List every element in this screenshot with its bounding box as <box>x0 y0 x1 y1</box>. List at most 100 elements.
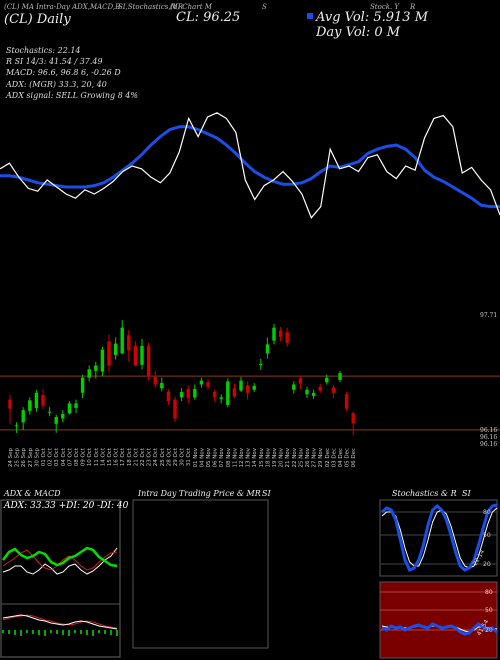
date-label: 30 Sep <box>34 448 40 468</box>
candle-body <box>199 380 204 385</box>
date-label: 06 Nov <box>213 447 219 467</box>
date-label: 05 Dec <box>345 448 351 467</box>
stoch-tick-label: 50 <box>483 532 491 539</box>
date-label: 21 Oct <box>133 447 139 466</box>
rsi-tick-label: 50 <box>485 607 493 614</box>
macd-text: MACD: 96.6, 96.8 6, -0.26 D <box>6 68 121 77</box>
macd-histogram-bar <box>56 630 58 634</box>
stoch-k-line <box>381 503 498 572</box>
candle-body <box>41 395 45 406</box>
macd-histogram-bar <box>38 630 40 635</box>
date-label: 02 Oct <box>48 447 54 466</box>
candle-body <box>278 330 283 337</box>
candle-body <box>173 399 177 419</box>
date-label: 03 Dec <box>331 448 337 467</box>
intraday-panel-title: Intra Day Trading Price & MR <box>138 489 261 498</box>
date-label: 26 Nov <box>305 447 311 467</box>
date-label: 14 Nov <box>252 447 258 467</box>
candle-body <box>61 413 65 419</box>
candle-body <box>34 392 39 408</box>
date-label: 25 Oct <box>160 447 166 466</box>
macd-histogram-bar <box>26 630 28 633</box>
date-label: 22 Oct <box>140 447 146 466</box>
date-label: 24 Oct <box>153 447 159 466</box>
date-label: 31 Oct <box>186 447 192 466</box>
date-label: 08 Oct <box>74 447 80 466</box>
date-label: 09 Oct <box>81 447 87 466</box>
date-label: 07 Nov <box>219 447 225 467</box>
stoch-d-line <box>381 507 498 569</box>
candle-body <box>206 382 210 387</box>
candle-body <box>298 378 303 384</box>
adx-text: ADX: (MGR) 33.3, 20, 40 <box>6 80 107 89</box>
candle-body <box>133 345 138 366</box>
moving-average-line <box>0 125 500 209</box>
candle-body <box>54 417 58 424</box>
date-label: 04 Dec <box>338 448 344 467</box>
candle-body <box>186 389 190 399</box>
candle-body <box>272 327 276 341</box>
stoch-tick-label: 20 <box>483 561 491 568</box>
candle-body <box>166 392 171 402</box>
date-label: 06 Dec <box>351 448 357 467</box>
close-price: CL: 96.25 <box>176 10 241 25</box>
candle-body <box>351 413 355 424</box>
candle-body <box>193 389 197 398</box>
adx-panel-values: ADX: 33.33 +DI: 20 -DI: 40 <box>4 501 129 511</box>
candle-body <box>331 387 336 393</box>
candle-body <box>94 365 98 371</box>
candle-body <box>107 341 111 366</box>
macd-histogram-bar <box>2 630 4 633</box>
candle-body <box>179 392 184 398</box>
candle-body <box>113 343 118 355</box>
candle-body <box>219 397 223 399</box>
candle-body <box>140 345 144 365</box>
date-label: 10 Oct <box>87 447 93 466</box>
candle-body <box>325 377 329 383</box>
price-label-top: 97.71 <box>480 312 498 319</box>
rsi-tick-label: 20 <box>485 627 493 634</box>
candle-body <box>232 388 237 397</box>
price-label-low3: 96.16 <box>480 441 498 448</box>
stoch-si-label: SI <box>462 489 471 498</box>
candle-body <box>259 364 263 366</box>
date-label: 11 Oct <box>94 447 100 466</box>
plus-di-line <box>2 546 118 568</box>
price-label-low2: 96.16 <box>480 434 498 441</box>
date-label: 23 Oct <box>147 447 153 466</box>
macd-histogram-bar <box>74 630 76 633</box>
macd-histogram-bar <box>110 630 112 635</box>
candle-body <box>265 344 270 354</box>
date-label: 15 Nov <box>259 447 265 467</box>
macd-histogram-bar <box>92 630 94 636</box>
rsi-tick-label: 80 <box>485 589 493 596</box>
stoch-text: Stochastics: 22.14 <box>6 46 81 55</box>
macd-histogram-bar <box>104 630 106 634</box>
date-label: 16 Oct <box>114 447 120 466</box>
date-label: 03 Oct <box>54 447 60 466</box>
macd-histogram-bar <box>62 630 64 635</box>
header-stock: Stock. Y <box>370 3 400 11</box>
header-s: S <box>262 3 267 11</box>
date-label: 25 Nov <box>298 447 304 467</box>
rsi-line <box>381 622 498 636</box>
date-label: 04 Nov <box>199 447 205 467</box>
adx-signal-text: ADX signal: SELL Growing 8 4% <box>6 91 138 100</box>
candle-body <box>239 380 243 391</box>
candle-body <box>252 385 256 390</box>
avg-volume: Avg Vol: 5.913 M <box>316 10 429 25</box>
intraday-si-label: SI <box>262 489 271 498</box>
header-chart-label: (Y) Chart M <box>170 3 212 11</box>
candle-body <box>245 385 250 393</box>
date-label: 29 Oct <box>173 447 179 466</box>
macd-histogram-bar <box>68 630 70 636</box>
date-label: 18 Oct <box>127 447 133 466</box>
candle-body <box>14 425 19 427</box>
candle-body <box>87 369 91 378</box>
macd-histogram-bar <box>50 630 52 633</box>
day-volume: Day Vol: 0 M <box>316 25 401 40</box>
candle-body <box>21 410 25 423</box>
macd-histogram-bar <box>8 630 10 634</box>
candle-body <box>160 382 164 389</box>
